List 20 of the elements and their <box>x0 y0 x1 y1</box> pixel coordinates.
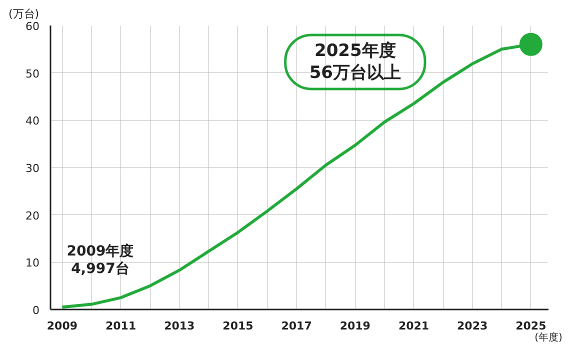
annotation: 2009年度 4,997台 <box>66 242 134 278</box>
y-tick-label: 30 <box>26 162 40 175</box>
y-axis-title: (万台) <box>8 8 40 20</box>
x-tick-label: 2019 <box>340 320 370 332</box>
x-tick-label: 2021 <box>398 320 430 332</box>
x-tick-label: 2015 <box>222 320 254 332</box>
x-tick-label: 2025 <box>516 320 546 332</box>
x-tick-label: 2009 <box>46 320 78 332</box>
y-tick-label: 20 <box>26 209 40 222</box>
x-axis-title: (年度) <box>534 332 562 344</box>
annotation: 2025年度 56万台以上 <box>309 40 401 83</box>
y-tick-label: 0 <box>32 304 40 317</box>
x-tick-label: 2013 <box>164 320 195 332</box>
y-tick-label: 10 <box>26 256 40 270</box>
y-tick-label: 40 <box>26 114 40 128</box>
x-tick-label: 2011 <box>106 320 136 332</box>
y-tick-label: 60 <box>26 20 40 33</box>
y-tick-label: 50 <box>26 67 40 80</box>
x-tick-label: 2017 <box>281 320 312 332</box>
x-tick-label: 2023 <box>457 320 488 332</box>
